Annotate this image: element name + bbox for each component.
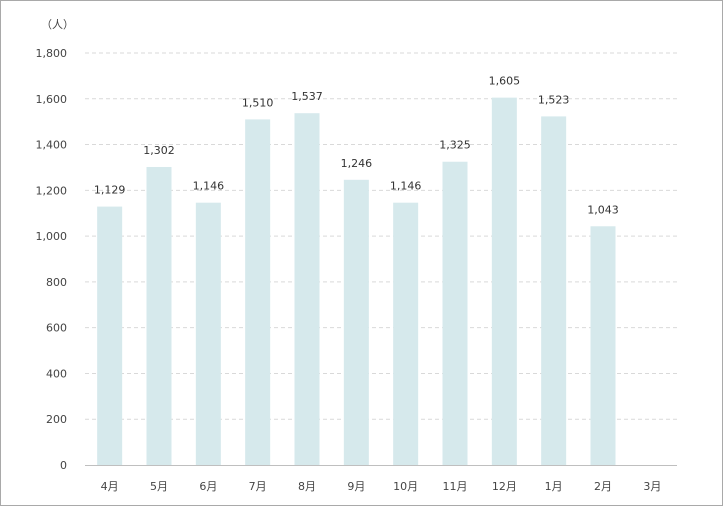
y-tick-label: 1,400	[36, 139, 68, 152]
x-tick-label: 10月	[393, 480, 418, 493]
y-tick-label: 1,600	[36, 93, 68, 106]
y-tick-label: 1,800	[36, 47, 68, 60]
bar	[442, 161, 468, 465]
x-tick-label: 5月	[150, 480, 168, 493]
bar	[343, 179, 369, 465]
x-tick-label: 4月	[101, 480, 119, 493]
x-tick-label: 8月	[298, 480, 316, 493]
bar	[491, 97, 517, 465]
data-label: 1,246	[341, 157, 373, 170]
data-label: 1,129	[94, 184, 126, 197]
y-tick-label: 1,000	[36, 230, 68, 243]
x-tick-label: 7月	[249, 480, 267, 493]
data-label: 1,043	[587, 203, 619, 216]
data-label: 1,146	[193, 180, 225, 193]
bar	[245, 119, 271, 465]
x-axis-ticks: 4月 5月 6月 7月 8月 9月 10月 11月 12月 1月 2月 3月	[101, 480, 662, 493]
y-tick-label: 200	[46, 413, 67, 426]
bar	[590, 226, 616, 465]
x-tick-label: 1月	[545, 480, 563, 493]
y-axis-ticks: 0 200 400 600 800 1,000 1,200 1,400 1,600 1,800	[36, 47, 68, 472]
bar	[97, 206, 123, 465]
grid-lines	[85, 52, 677, 420]
bar	[195, 202, 221, 465]
data-label: 1,302	[143, 144, 175, 157]
x-tick-label: 6月	[199, 480, 217, 493]
y-tick-label: 400	[46, 367, 67, 380]
bars	[97, 97, 616, 465]
x-tick-label: 11月	[443, 480, 468, 493]
data-label: 1,523	[538, 93, 570, 106]
y-tick-label: 1,200	[36, 184, 68, 197]
x-tick-label: 9月	[347, 480, 365, 493]
y-tick-label: 0	[60, 459, 67, 472]
x-tick-label: 12月	[492, 480, 517, 493]
data-label: 1,325	[439, 139, 471, 152]
data-label: 1,510	[242, 96, 274, 109]
data-label: 1,146	[390, 180, 422, 193]
y-tick-label: 800	[46, 276, 67, 289]
x-tick-label: 2月	[594, 480, 612, 493]
bar	[146, 166, 172, 465]
data-label: 1,605	[489, 75, 521, 88]
bar	[541, 116, 567, 465]
y-unit-label: （人）	[41, 18, 74, 31]
bar	[393, 202, 419, 465]
data-label: 1,537	[291, 90, 323, 103]
bar	[294, 113, 320, 465]
x-tick-label: 3月	[643, 480, 661, 493]
y-tick-label: 600	[46, 322, 67, 335]
data-labels: 1,129 1,302 1,146 1,510 1,537 1,246 1,146 1,325…	[94, 75, 619, 217]
